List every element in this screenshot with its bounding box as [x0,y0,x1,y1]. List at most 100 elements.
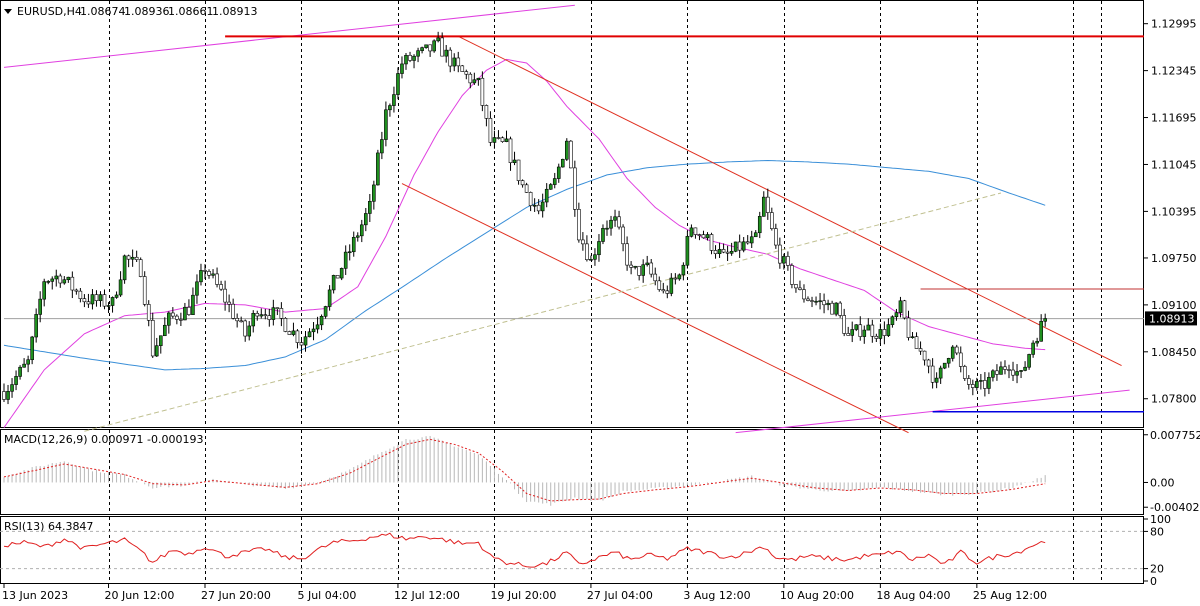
candle [802,284,806,303]
candle [118,271,123,297]
candle [846,326,851,336]
macd-tick-label: 0.007752 [1150,429,1200,442]
candle [914,332,919,349]
price-tick-label: 1.12995 [1151,18,1197,31]
symbol-dropdown-icon[interactable] [4,9,12,14]
candle [452,53,457,72]
moving-averages [3,58,1046,428]
candle [938,365,943,384]
symbol-label: EURUSD,H4 [17,5,82,18]
candle [613,209,617,227]
candle [464,69,469,80]
candle [472,72,477,85]
candle [307,328,312,338]
candle [26,355,30,373]
candle [649,258,654,278]
candle [842,308,846,337]
candle [171,307,175,319]
candle [10,378,14,398]
candle [725,245,730,261]
candle [942,362,947,370]
candle [327,285,332,311]
candle [564,138,569,162]
candle [946,357,951,368]
candle [713,245,718,259]
candle [701,230,706,239]
candle [536,199,541,215]
candle [66,276,71,283]
candle [810,296,814,308]
candle [1023,361,1027,372]
ohlc-low: 1.08661 [168,5,214,18]
candle [299,338,304,354]
candle [950,345,955,362]
candle [110,296,115,313]
ohlc-open: 1.08674 [80,5,126,18]
candle [420,46,424,54]
trendline[interactable] [84,192,1002,432]
candle [673,273,678,285]
candle [552,172,557,189]
price-levels [4,35,1144,413]
candle [569,140,573,169]
price-tick-label: 1.11695 [1151,112,1197,125]
time-tick-label: 18 Aug 04:00 [876,589,950,602]
candle [187,299,191,316]
candle [641,259,645,283]
candle [175,314,179,325]
candle [22,358,26,368]
candle [158,335,163,354]
macd-indicator: 0.007752 0.00 -0.004024 [3,429,1200,514]
candle [866,318,871,331]
candle [617,210,621,230]
candle [878,323,883,344]
candle [971,379,975,396]
candle [637,265,641,281]
candle [524,182,529,193]
candle [761,191,766,217]
price-tick-label: 1.08450 [1151,346,1197,359]
candle [520,179,525,188]
candle [219,280,223,291]
candle [975,377,979,391]
candle [106,302,111,314]
candle [697,233,702,241]
candle [774,223,778,249]
candle [134,250,139,262]
price-tick-label: 1.07800 [1151,393,1197,406]
candle [355,232,360,242]
time-tick-label: 20 Jun 12:00 [105,589,175,602]
candle [82,294,87,308]
candle [90,289,95,310]
current-price-label: 1.08913 [1149,312,1195,325]
candle [922,350,927,366]
rsi-label: RSI(13) 64.3847 [4,520,93,533]
rsi-panel-frame [0,516,1144,584]
candle [392,86,396,113]
candle [496,130,501,140]
trendline[interactable] [458,35,1122,366]
candle [794,283,798,293]
candle [934,372,939,389]
candle [741,237,746,253]
candle [987,372,991,395]
candle [979,373,983,390]
candle [1019,369,1023,379]
candle [58,273,63,288]
candle [163,317,167,337]
candle [834,302,838,317]
macd-signal-line [3,438,1046,502]
candle [601,224,605,245]
candle [303,330,308,352]
trendline[interactable] [401,183,909,434]
candle [86,293,91,308]
candle [203,264,207,279]
candle [830,300,834,315]
candle [138,257,143,278]
candle [689,224,694,238]
candle [882,321,887,345]
candle [633,265,637,270]
candle [215,267,219,288]
